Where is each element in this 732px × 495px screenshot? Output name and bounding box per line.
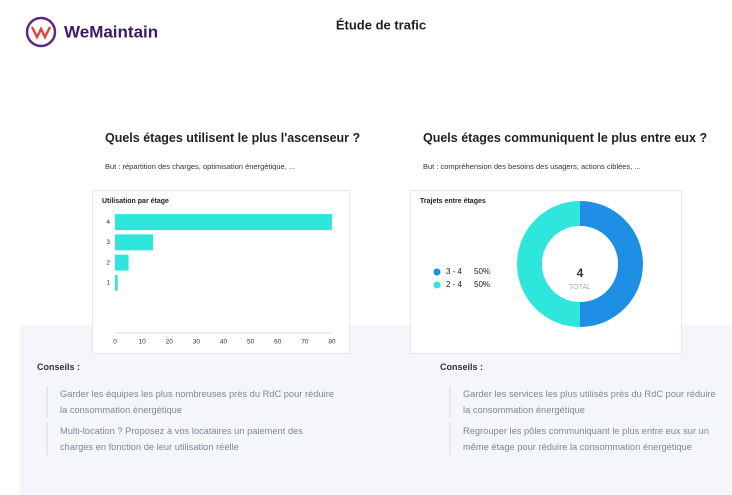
advice-item: Multi-location ? Proposez à vos locatair… — [46, 423, 336, 455]
question-heading: Quels étages communiquent le plus entre … — [423, 131, 708, 145]
x-tick-label: 80 — [328, 339, 336, 346]
legend-value: 50% — [474, 280, 490, 289]
donut-slice — [517, 201, 580, 327]
advice-list: Garder les services les plus utilisés pr… — [449, 386, 719, 455]
page-title: Étude de trafic — [336, 17, 426, 32]
advice-item: Garder les équipes les plus nombreuses p… — [46, 386, 336, 418]
x-tick-label: 40 — [220, 339, 228, 346]
question-goal: But : compréhension des besoins des usag… — [423, 162, 641, 171]
x-tick-label: 30 — [193, 339, 201, 346]
legend-label: 3 - 4 — [446, 267, 463, 276]
bar — [115, 274, 118, 291]
donut-hole — [542, 226, 618, 302]
x-tick-label: 70 — [301, 339, 309, 346]
x-tick-label: 10 — [139, 339, 147, 346]
x-tick-label: 0 — [113, 339, 117, 346]
y-tick-label: 1 — [106, 280, 110, 287]
legend-label: 2 - 4 — [446, 280, 463, 289]
question-goal: But : répartition des charges, optimisat… — [105, 162, 296, 171]
x-tick-label: 20 — [166, 339, 174, 346]
advice-item: Garder les services les plus utilisés pr… — [449, 386, 719, 418]
logo-text: WeMaintain — [64, 22, 158, 41]
advice-heading: Conseils : — [440, 362, 484, 372]
center-label: TOTAL — [569, 284, 591, 291]
bar — [115, 234, 153, 251]
x-tick-label: 60 — [274, 339, 282, 346]
bar — [115, 254, 129, 271]
chart-title: Utilisation par étage — [102, 198, 169, 205]
x-tick-label: 50 — [247, 339, 255, 346]
y-tick-label: 4 — [106, 219, 110, 226]
chart-title: Trajets entre étages — [420, 198, 486, 205]
advice-list: Garder les équipes les plus nombreuses p… — [46, 386, 336, 455]
advice-item: Regrouper les pôles communiquant le plus… — [449, 423, 719, 455]
bar — [115, 214, 332, 231]
logo-icon — [25, 16, 57, 48]
y-tick-label: 2 — [106, 259, 110, 266]
advice-heading: Conseils : — [37, 362, 81, 372]
legend-value: 50% — [474, 267, 490, 276]
question-heading: Quels étages utilisent le plus l'ascense… — [105, 131, 361, 145]
y-tick-label: 3 — [106, 239, 110, 246]
donut-slice — [580, 201, 643, 327]
center-value: 4 — [577, 266, 584, 280]
legend-marker — [433, 281, 441, 289]
legend-marker — [433, 268, 441, 276]
